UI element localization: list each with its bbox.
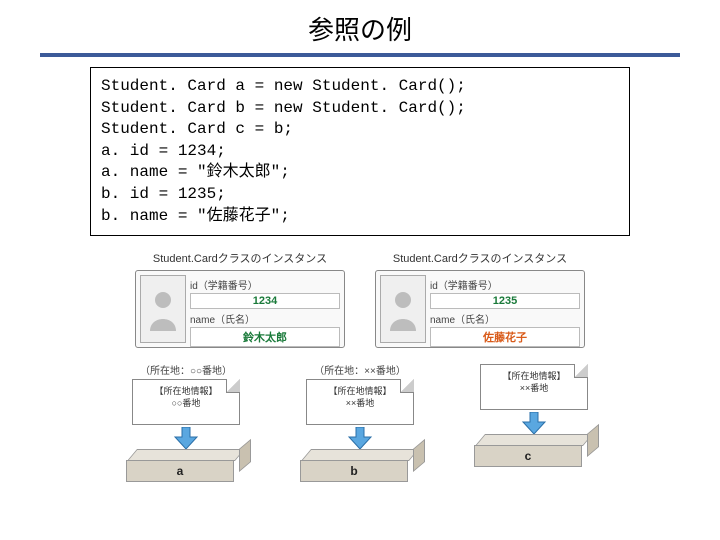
id-label: id（学籍番号） bbox=[430, 277, 580, 292]
title-underline bbox=[40, 53, 680, 57]
var-name: b bbox=[350, 464, 357, 478]
id-value: 1235 bbox=[430, 293, 580, 309]
id-label: id（学籍番号） bbox=[190, 277, 340, 292]
variable-box: （所在地：○○番地） 【所在地情報】○○番地 a bbox=[111, 362, 261, 485]
paper-icon: 【所在地情報】○○番地 bbox=[132, 379, 240, 425]
memory-cube: b bbox=[300, 449, 420, 485]
name-label: name（氏名） bbox=[190, 311, 340, 326]
avatar-icon bbox=[380, 275, 426, 343]
arrow-down-icon bbox=[459, 412, 609, 434]
var-name: a bbox=[177, 464, 184, 478]
paper-icon: 【所在地情報】××番地 bbox=[480, 364, 588, 410]
variable-box: （所在地：××番地） 【所在地情報】××番地 b bbox=[285, 362, 435, 485]
id-value: 1234 bbox=[190, 293, 340, 309]
code-block: Student. Card a = new Student. Card(); S… bbox=[90, 67, 630, 236]
name-label: name（氏名） bbox=[430, 311, 580, 326]
memory-cube: a bbox=[126, 449, 246, 485]
name-value: 鈴木太郎 bbox=[190, 327, 340, 347]
address-label: （所在地：○○番地） bbox=[111, 362, 261, 377]
avatar-icon bbox=[140, 275, 186, 343]
arrow-down-icon bbox=[111, 427, 261, 449]
instance-card: Student.Cardクラスのインスタンス id（学籍番号） 1234 nam… bbox=[135, 250, 345, 348]
paper-icon: 【所在地情報】××番地 bbox=[306, 379, 414, 425]
memory-cube: c bbox=[474, 434, 594, 470]
arrow-down-icon bbox=[285, 427, 435, 449]
name-value: 佐藤花子 bbox=[430, 327, 580, 347]
slide-title: 参照の例 bbox=[40, 10, 680, 51]
instance-row: Student.Cardクラスのインスタンス id（学籍番号） 1234 nam… bbox=[40, 250, 680, 348]
instance-header: Student.Cardクラスのインスタンス bbox=[375, 250, 585, 266]
variable-box: 【所在地情報】××番地 c bbox=[459, 362, 609, 485]
var-name: c bbox=[525, 449, 532, 463]
instance-header: Student.Cardクラスのインスタンス bbox=[135, 250, 345, 266]
variables-row: （所在地：○○番地） 【所在地情報】○○番地 a （所在地：××番地） 【所在地… bbox=[40, 362, 680, 485]
address-label: （所在地：××番地） bbox=[285, 362, 435, 377]
instance-card: Student.Cardクラスのインスタンス id（学籍番号） 1235 nam… bbox=[375, 250, 585, 348]
